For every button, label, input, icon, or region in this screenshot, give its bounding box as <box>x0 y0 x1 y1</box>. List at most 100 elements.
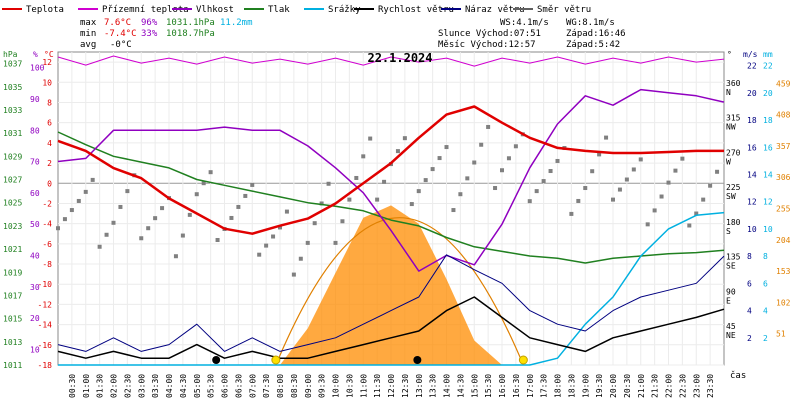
wind-dir-point <box>125 189 130 194</box>
time-tick: 15:00 <box>470 374 479 398</box>
hpa-tick: 1019 <box>3 268 22 277</box>
time-tick: 07:30 <box>262 374 271 398</box>
time-tick: 10:00 <box>332 374 341 398</box>
stats-avg-label: avg <box>80 40 96 50</box>
wind-dir-point <box>160 206 165 211</box>
wind-dir-point <box>555 158 560 163</box>
dir-tick-name: E <box>726 296 731 305</box>
time-tick: 09:00 <box>304 374 313 398</box>
info-sun-set: Západ:16:46 <box>566 29 626 39</box>
time-tick: 01:30 <box>96 374 105 398</box>
ms-tick: 4 <box>747 307 752 316</box>
hpa-unit: hPa <box>3 50 18 59</box>
pct-unit: % <box>33 50 38 59</box>
wind-dir-point <box>708 183 713 188</box>
stats-avg-temp: -0°C <box>110 40 132 50</box>
wind-dir-point <box>354 175 359 180</box>
wind-dir-point <box>409 202 414 207</box>
temp-tick: -10 <box>38 280 53 289</box>
ms-tick: 2 <box>747 334 752 343</box>
wind-dir-point <box>278 225 282 230</box>
info-ws: WS:4.1m/s <box>500 18 549 28</box>
time-tick: 21:00 <box>637 374 646 398</box>
hpa-tick: 1029 <box>3 152 22 161</box>
hpa-tick: 1027 <box>3 176 22 185</box>
info-moon-set: Západ:5:42 <box>566 40 620 50</box>
time-tick: 08:30 <box>290 374 299 398</box>
time-tick: 04:00 <box>165 374 174 398</box>
wind-dir-point <box>652 208 657 213</box>
time-tick: 12:00 <box>387 374 396 398</box>
time-tick: 20:00 <box>609 374 618 398</box>
wind-dir-point <box>513 144 518 149</box>
wind-dir-point <box>56 226 60 231</box>
stats-min-hum: 33% <box>141 29 158 39</box>
series-line-vlhkost <box>57 88 725 272</box>
wind-dir-point <box>382 179 387 184</box>
wind-dir-point <box>493 186 498 191</box>
stats-max-rain: 11.2mm <box>220 18 253 28</box>
wind-dir-point <box>548 169 553 174</box>
time-tick: 05:30 <box>207 374 216 398</box>
wind-dir-point <box>243 193 248 198</box>
series-line-rychlost-větru <box>57 296 725 359</box>
stats-max-press: 1031.1hPa <box>166 18 215 28</box>
mm-tick: 18 <box>763 116 773 125</box>
mm-tick: 12 <box>763 198 773 207</box>
wind-dir-point <box>173 254 178 259</box>
wind-dir-point <box>430 167 435 172</box>
time-tick: 19:00 <box>581 374 590 398</box>
rad-tick: 357 <box>776 142 791 151</box>
wind-dir-point <box>534 189 539 194</box>
time-tick: 12:30 <box>401 374 410 398</box>
wind-dir-point <box>583 186 588 191</box>
temp-tick: 2 <box>47 159 52 168</box>
wind-dir-point <box>527 199 532 204</box>
pct-tick: 100 <box>30 64 45 73</box>
wind-dir-point <box>402 136 407 141</box>
wind-dir-point <box>500 168 504 173</box>
wind-dir-point <box>257 252 262 257</box>
legend-label: Srážky <box>328 5 361 15</box>
wind-dir-point <box>284 209 289 214</box>
wind-dir-point <box>229 215 234 220</box>
wind-dir-point <box>604 135 609 140</box>
temp-unit: °C <box>44 50 54 59</box>
series-line-náraz-větru <box>57 254 725 352</box>
dir-tick-name: N <box>726 88 731 97</box>
wind-dir-point <box>701 197 706 202</box>
pct-tick: 50 <box>30 220 40 229</box>
time-tick: 08:00 <box>276 374 285 398</box>
pct-tick: 20 <box>30 314 40 323</box>
wind-dir-point <box>631 167 636 172</box>
pct-tick: 80 <box>30 126 40 135</box>
stats-max-label: max <box>80 18 97 28</box>
wind-dir-point <box>236 204 241 209</box>
time-tick: 20:30 <box>623 374 632 398</box>
wind-dir-point <box>153 216 158 221</box>
wind-dir-point <box>361 154 366 159</box>
series-line-tlak <box>57 131 725 264</box>
legend-label: Rychlost větru <box>378 5 454 15</box>
series-line-teplota <box>57 105 724 235</box>
series-line-srážky <box>58 211 725 366</box>
wind-dir-point <box>90 177 95 182</box>
legend-label: Tlak <box>268 5 290 15</box>
x-axis-label: čas <box>730 370 746 381</box>
rad-tick: 459 <box>776 79 791 88</box>
time-tick: 05:00 <box>193 374 202 398</box>
info-moon-rise: Měsíc Východ:12:57 <box>438 40 536 50</box>
wind-dir-point <box>624 177 629 182</box>
temp-tick: -8 <box>42 260 52 269</box>
wind-dir-point <box>305 240 310 245</box>
pct-tick: 30 <box>30 283 40 292</box>
time-tick: 18:00 <box>554 374 563 398</box>
hpa-tick: 1021 <box>3 245 22 254</box>
hpa-tick: 1031 <box>3 129 22 138</box>
wind-dir-point <box>250 182 255 187</box>
axes: °C121086420-2-4-6-8-10-12-14-16-18hPa103… <box>3 50 791 398</box>
wind-dir-point <box>83 189 88 194</box>
wind-dir-point <box>347 197 352 202</box>
wind-dir-point <box>451 208 456 213</box>
pct-tick: 60 <box>30 189 40 198</box>
